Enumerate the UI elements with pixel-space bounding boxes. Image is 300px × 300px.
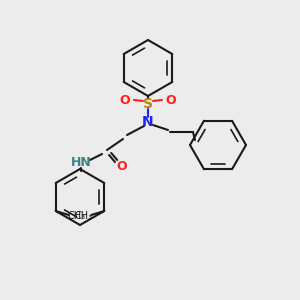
Text: HN: HN xyxy=(70,155,92,169)
Text: CH₃: CH₃ xyxy=(75,211,93,221)
Text: O: O xyxy=(166,94,176,106)
Text: S: S xyxy=(143,97,153,111)
Text: O: O xyxy=(120,94,130,106)
Text: N: N xyxy=(142,115,154,129)
Text: CH₃: CH₃ xyxy=(67,211,85,221)
Text: O: O xyxy=(117,160,127,173)
